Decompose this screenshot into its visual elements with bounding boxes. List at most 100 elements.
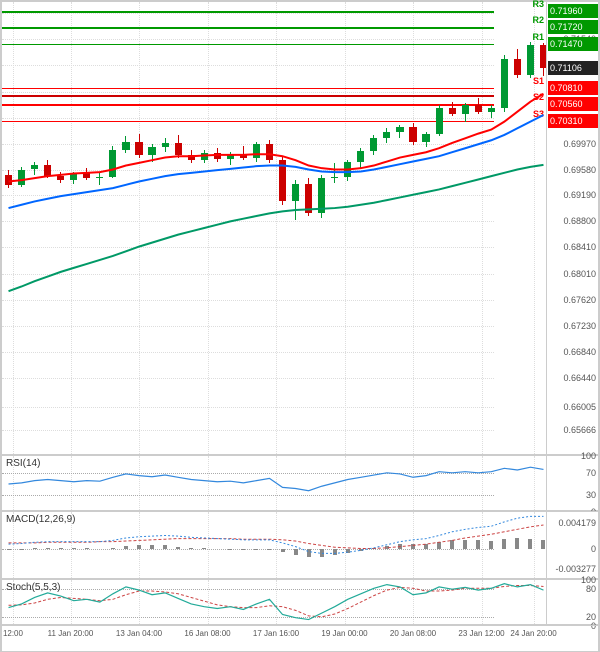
rsi-ytick: 30 [586,490,596,500]
candle[interactable] [188,155,195,160]
xaxis-tick: 13 Jan 04:00 [116,629,162,638]
price-panel[interactable]: R1 R2 R3 S1 S2 S3 0.65666 0.66005 0.66440 0.6684… [1,1,599,455]
price-ytick: 0.68800 [563,216,596,226]
candle[interactable] [109,150,116,177]
macd-ytick: -0.003277 [555,564,596,574]
sr-label-s1: S1 [533,76,544,86]
candle[interactable] [31,165,38,170]
candle[interactable] [462,105,469,114]
candle[interactable] [488,108,495,111]
candle[interactable] [44,165,51,176]
candle[interactable] [436,108,443,133]
stoch-plot-area[interactable] [2,580,546,624]
candle[interactable] [396,127,403,132]
price-ytick: 0.69190 [563,190,596,200]
price-plot-area[interactable]: R1 R2 R3 S1 S2 S3 [2,2,546,454]
candle[interactable] [383,132,390,139]
price-ytick: 0.67620 [563,295,596,305]
price-ytick: 0.65666 [563,425,596,435]
stoch-label: Stoch(5,5,3) [6,582,60,593]
macd-yaxis: -0.003277 0 0.004179 [546,512,598,578]
macd-ytick: 0 [591,544,596,554]
candle[interactable] [148,147,155,155]
macd-ytick: 0.004179 [558,518,596,528]
candle[interactable] [214,153,221,159]
candle[interactable] [292,184,299,201]
candle[interactable] [201,153,208,160]
candle[interactable] [501,59,508,109]
sr-flag-s3: 0.70310 [548,114,598,128]
time-axis: 12:0011 Jan 20:0013 Jan 04:0016 Jan 08:0… [1,625,599,652]
rsi-label: RSI(14) [6,458,40,469]
price-ytick: 0.66440 [563,373,596,383]
rsi-plot-area[interactable] [2,456,546,510]
candle[interactable] [331,177,338,178]
sr-line-r3 [2,11,494,13]
stoch-panel[interactable]: Stoch(5,5,3) 01002080 [1,579,599,625]
price-ytick: 0.68010 [563,269,596,279]
candle[interactable] [318,178,325,213]
sr-label-r1: R1 [532,32,544,42]
price-yaxis: 0.65666 0.66005 0.66440 0.66840 0.67230 0.676… [546,2,598,454]
xaxis-tick: 12:00 [3,629,23,638]
candle[interactable] [279,160,286,201]
price-ytick: 0.69970 [563,139,596,149]
candle[interactable] [409,127,416,142]
sr-line-r2 [2,27,494,29]
macd-panel[interactable]: MACD(12,26,9) -0.00327700.004179 [1,511,599,579]
candle[interactable] [18,170,25,185]
macd-plot-area[interactable] [2,512,546,578]
price-ytick: 0.67230 [563,321,596,331]
xaxis-tick: 20 Jan 08:00 [390,629,436,638]
sr-flag-r3: 0.71960 [548,4,598,18]
candle[interactable] [357,151,364,162]
rsi-ytick: 70 [586,468,596,478]
candle[interactable] [449,108,456,113]
price-ytick: 0.69580 [563,165,596,175]
candle[interactable] [175,143,182,155]
stoch-yaxis: 01002080 [546,580,598,624]
stoch-ytick: 80 [586,584,596,594]
sr-flag-s1: 0.70810 [548,81,598,95]
candle[interactable] [305,184,312,213]
sr-line-s1 [2,88,494,90]
candle[interactable] [57,176,64,180]
xaxis-tick: 17 Jan 16:00 [253,629,299,638]
candle[interactable] [227,154,234,159]
candle[interactable] [253,144,260,158]
sr-label-r2: R2 [532,15,544,25]
candle[interactable] [422,134,429,142]
rsi-yaxis: 01003070 [546,456,598,510]
sr-label-s3: S3 [533,109,544,119]
sr-line-r1 [2,44,494,46]
candle[interactable] [266,144,273,160]
current-price-flag: 0.71106 [548,61,598,75]
sr-flag-r1: 0.71470 [548,37,598,51]
stoch-ytick: 20 [586,612,596,622]
sr-line-s3 [2,121,494,123]
rsi-ytick: 100 [581,451,596,461]
candle[interactable] [344,162,351,178]
candle[interactable] [370,138,377,151]
candle[interactable] [70,173,77,180]
candle[interactable] [527,45,534,75]
sr-label-r3: R3 [532,0,544,9]
xaxis-tick: 16 Jan 08:00 [184,629,230,638]
xaxis-tick: 19 Jan 00:00 [321,629,367,638]
candle[interactable] [135,142,142,155]
candle[interactable] [240,154,247,159]
sr-label-s2: S2 [533,92,544,102]
xaxis-tick: 24 Jan 20:00 [510,629,556,638]
price-ytick: 0.66005 [563,402,596,412]
candle[interactable] [162,143,169,147]
candle[interactable] [83,173,90,178]
candle[interactable] [122,142,129,150]
candle[interactable] [96,177,103,178]
candle[interactable] [5,175,12,185]
price-ytick: 0.66840 [563,347,596,357]
candle[interactable] [514,59,521,76]
trading-chart-container: R1 R2 R3 S1 S2 S3 0.65666 0.66005 0.66440 0.6684… [0,0,600,652]
sr-flag-s2: 0.70560 [548,97,598,111]
candle[interactable] [475,105,482,112]
rsi-panel[interactable]: RSI(14) 01003070 [1,455,599,511]
